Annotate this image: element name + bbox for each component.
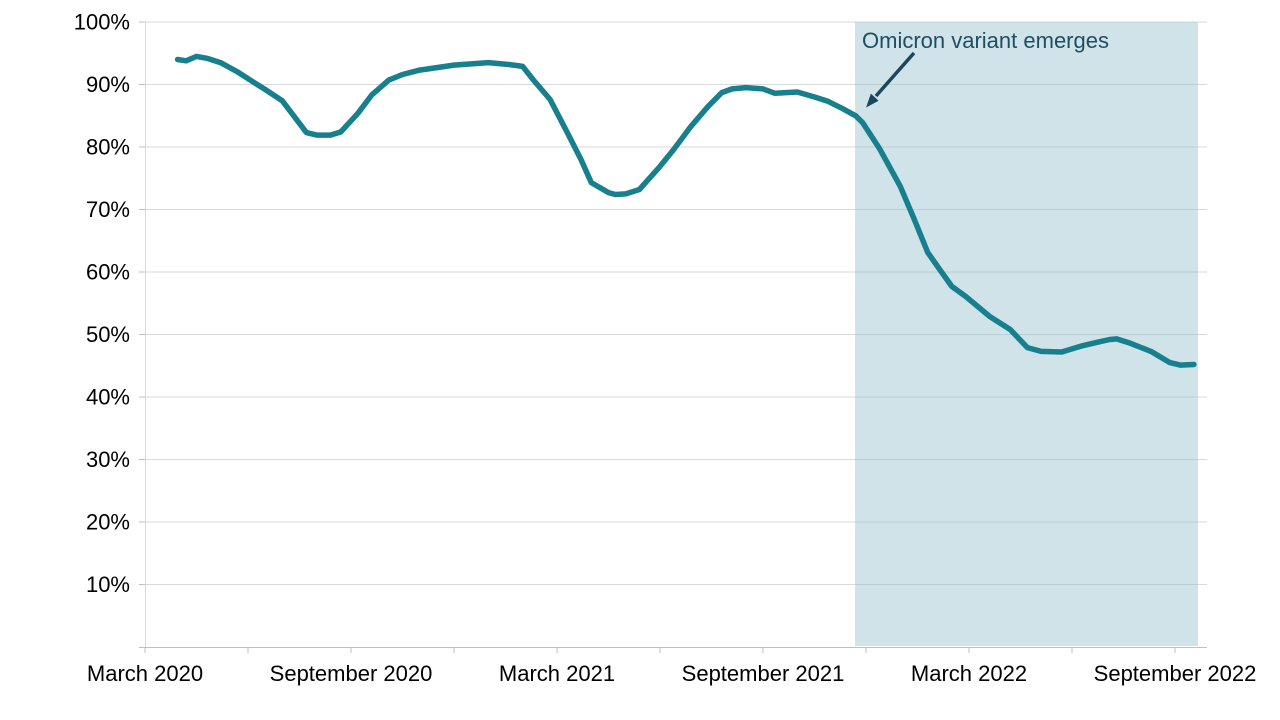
y-tick-label: 70% [86, 197, 130, 222]
x-tick-label: March 2022 [911, 661, 1027, 686]
x-tick-label: September 2020 [270, 661, 433, 686]
x-tick-label: September 2021 [682, 661, 845, 686]
y-tick-label: 100% [74, 10, 130, 35]
y-tick-label: 10% [86, 572, 130, 597]
omicron-annotation-text: Omicron variant emerges [862, 28, 1109, 53]
x-tick-label: March 2021 [499, 661, 615, 686]
y-tick-label: 20% [86, 510, 130, 535]
y-tick-label: 80% [86, 135, 130, 160]
y-tick-label: 30% [86, 447, 130, 472]
axis-tick-marks [139, 21, 1176, 653]
x-tick-label: March 2020 [87, 661, 203, 686]
y-tick-label: 50% [86, 322, 130, 347]
y-tick-label: 60% [86, 260, 130, 285]
arrow-shaft [874, 51, 916, 98]
arrow-head [866, 93, 879, 108]
annotation-arrow [866, 51, 916, 108]
y-gridlines [145, 21, 1207, 585]
x-tick-label: September 2022 [1094, 661, 1257, 686]
y-tick-label: 40% [86, 385, 130, 410]
x-axis-labels: March 2020 September 2020 March 2021 Septem… [87, 661, 1256, 686]
trend-line [174, 53, 1197, 368]
omicron-shaded-region [855, 22, 1199, 646]
y-tick-label: 90% [86, 72, 130, 97]
y-axis-labels: 100% 90% 80% 70% 60% 50% 40% 30% 20% 10% [74, 10, 130, 598]
